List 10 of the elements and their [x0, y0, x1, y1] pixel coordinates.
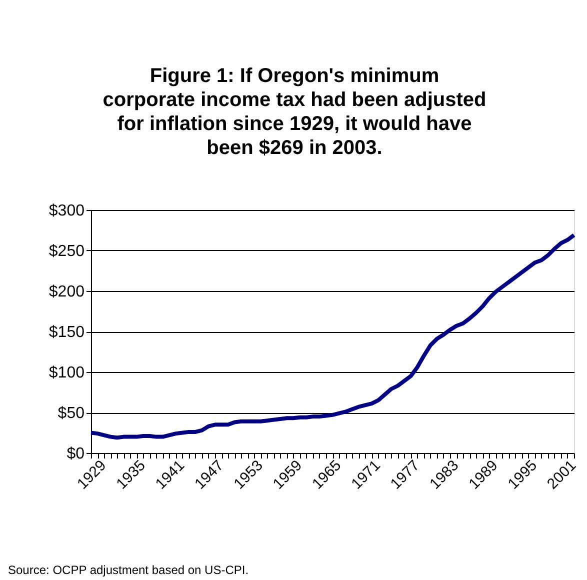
line-series: [89, 233, 576, 440]
source-note: Source: OCPP adjustment based on US-CPI.: [8, 563, 249, 577]
chart-title: Figure 1: If Oregon's minimum corporate income tax had been adjusted for inflation since 1929, it would have been $269 in 2003.: [102, 65, 486, 159]
y-tick-label: $50: [58, 405, 85, 422]
y-tick-label: $300: [48, 202, 85, 220]
y-tick-label: $200: [48, 284, 85, 300]
y-tick-label: $0: [66, 446, 85, 462]
y-tick-label: $150: [48, 324, 85, 341]
y-tick-label: $250: [48, 243, 85, 260]
y-tick-label: $100: [48, 364, 85, 382]
